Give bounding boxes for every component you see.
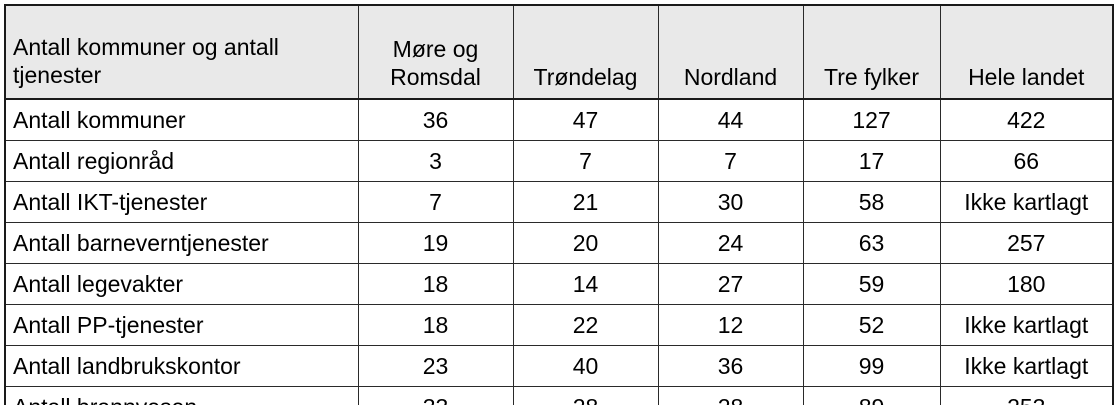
cell: Ikke kartlagt [939,181,1114,223]
row-label: Antall kommuner [4,98,359,141]
cell: 17 [802,140,941,182]
cell: 3 [357,140,514,182]
cell: 40 [512,345,659,387]
cell: Ikke kartlagt [939,304,1114,346]
cell: 23 [357,345,514,387]
column-header-trondelag: Trøndelag [512,4,659,100]
cell: 22 [512,304,659,346]
cell: Ikke kartlagt [939,345,1114,387]
cell: 24 [657,222,804,264]
cell: 7 [357,181,514,223]
cell: 52 [802,304,941,346]
cell: 36 [357,98,514,141]
cell: 127 [802,98,941,141]
cell: 21 [512,181,659,223]
table-row: Antall kommuner 36 47 44 127 422 [4,98,1114,141]
table-row: Antall PP-tjenester 18 22 12 52 Ikke kar… [4,304,1114,346]
cell: 12 [657,304,804,346]
cell: 180 [939,263,1114,305]
cell: 28 [512,386,659,405]
cell: 58 [802,181,941,223]
cell: 253 [939,386,1114,405]
row-label: Antall PP-tjenester [4,304,359,346]
table-row: Antall brannvesen 33 28 28 89 253 [4,386,1114,405]
column-header-nordland: Nordland [657,4,804,100]
cell: 44 [657,98,804,141]
municipal-services-table: Antall kommuner og antall tjenester Møre… [4,4,1114,405]
cell: 27 [657,263,804,305]
cell: 422 [939,98,1114,141]
table-body: Antall kommuner 36 47 44 127 422 Antall … [4,98,1114,405]
table-header: Antall kommuner og antall tjenester Møre… [4,4,1114,100]
row-label: Antall regionråd [4,140,359,182]
cell: 14 [512,263,659,305]
row-label: Antall landbrukskontor [4,345,359,387]
row-label: Antall barneverntjenester [4,222,359,264]
column-header-more-og-romsdal: Møre og Romsdal [357,4,514,100]
cell: 28 [657,386,804,405]
table-row: Antall legevakter 18 14 27 59 180 [4,263,1114,305]
row-label: Antall IKT-tjenester [4,181,359,223]
cell: 7 [512,140,659,182]
cell: 63 [802,222,941,264]
cell: 7 [657,140,804,182]
column-header-tre-fylker: Tre fylker [802,4,941,100]
row-label: Antall legevakter [4,263,359,305]
cell: 20 [512,222,659,264]
cell: 30 [657,181,804,223]
cell: 59 [802,263,941,305]
table-row: Antall regionråd 3 7 7 17 66 [4,140,1114,182]
cell: 19 [357,222,514,264]
table-row: Antall barneverntjenester 19 20 24 63 25… [4,222,1114,264]
cell: 18 [357,263,514,305]
cell: 257 [939,222,1114,264]
cell: 47 [512,98,659,141]
row-label: Antall brannvesen [4,386,359,405]
table-row: Antall landbrukskontor 23 40 36 99 Ikke … [4,345,1114,387]
cell: 89 [802,386,941,405]
cell: 36 [657,345,804,387]
header-label-cell: Antall kommuner og antall tjenester [4,4,359,100]
cell: 33 [357,386,514,405]
table-row: Antall IKT-tjenester 7 21 30 58 Ikke kar… [4,181,1114,223]
cell: 99 [802,345,941,387]
header-row: Antall kommuner og antall tjenester Møre… [4,4,1114,100]
column-header-hele-landet: Hele landet [939,4,1114,100]
cell: 66 [939,140,1114,182]
cell: 18 [357,304,514,346]
